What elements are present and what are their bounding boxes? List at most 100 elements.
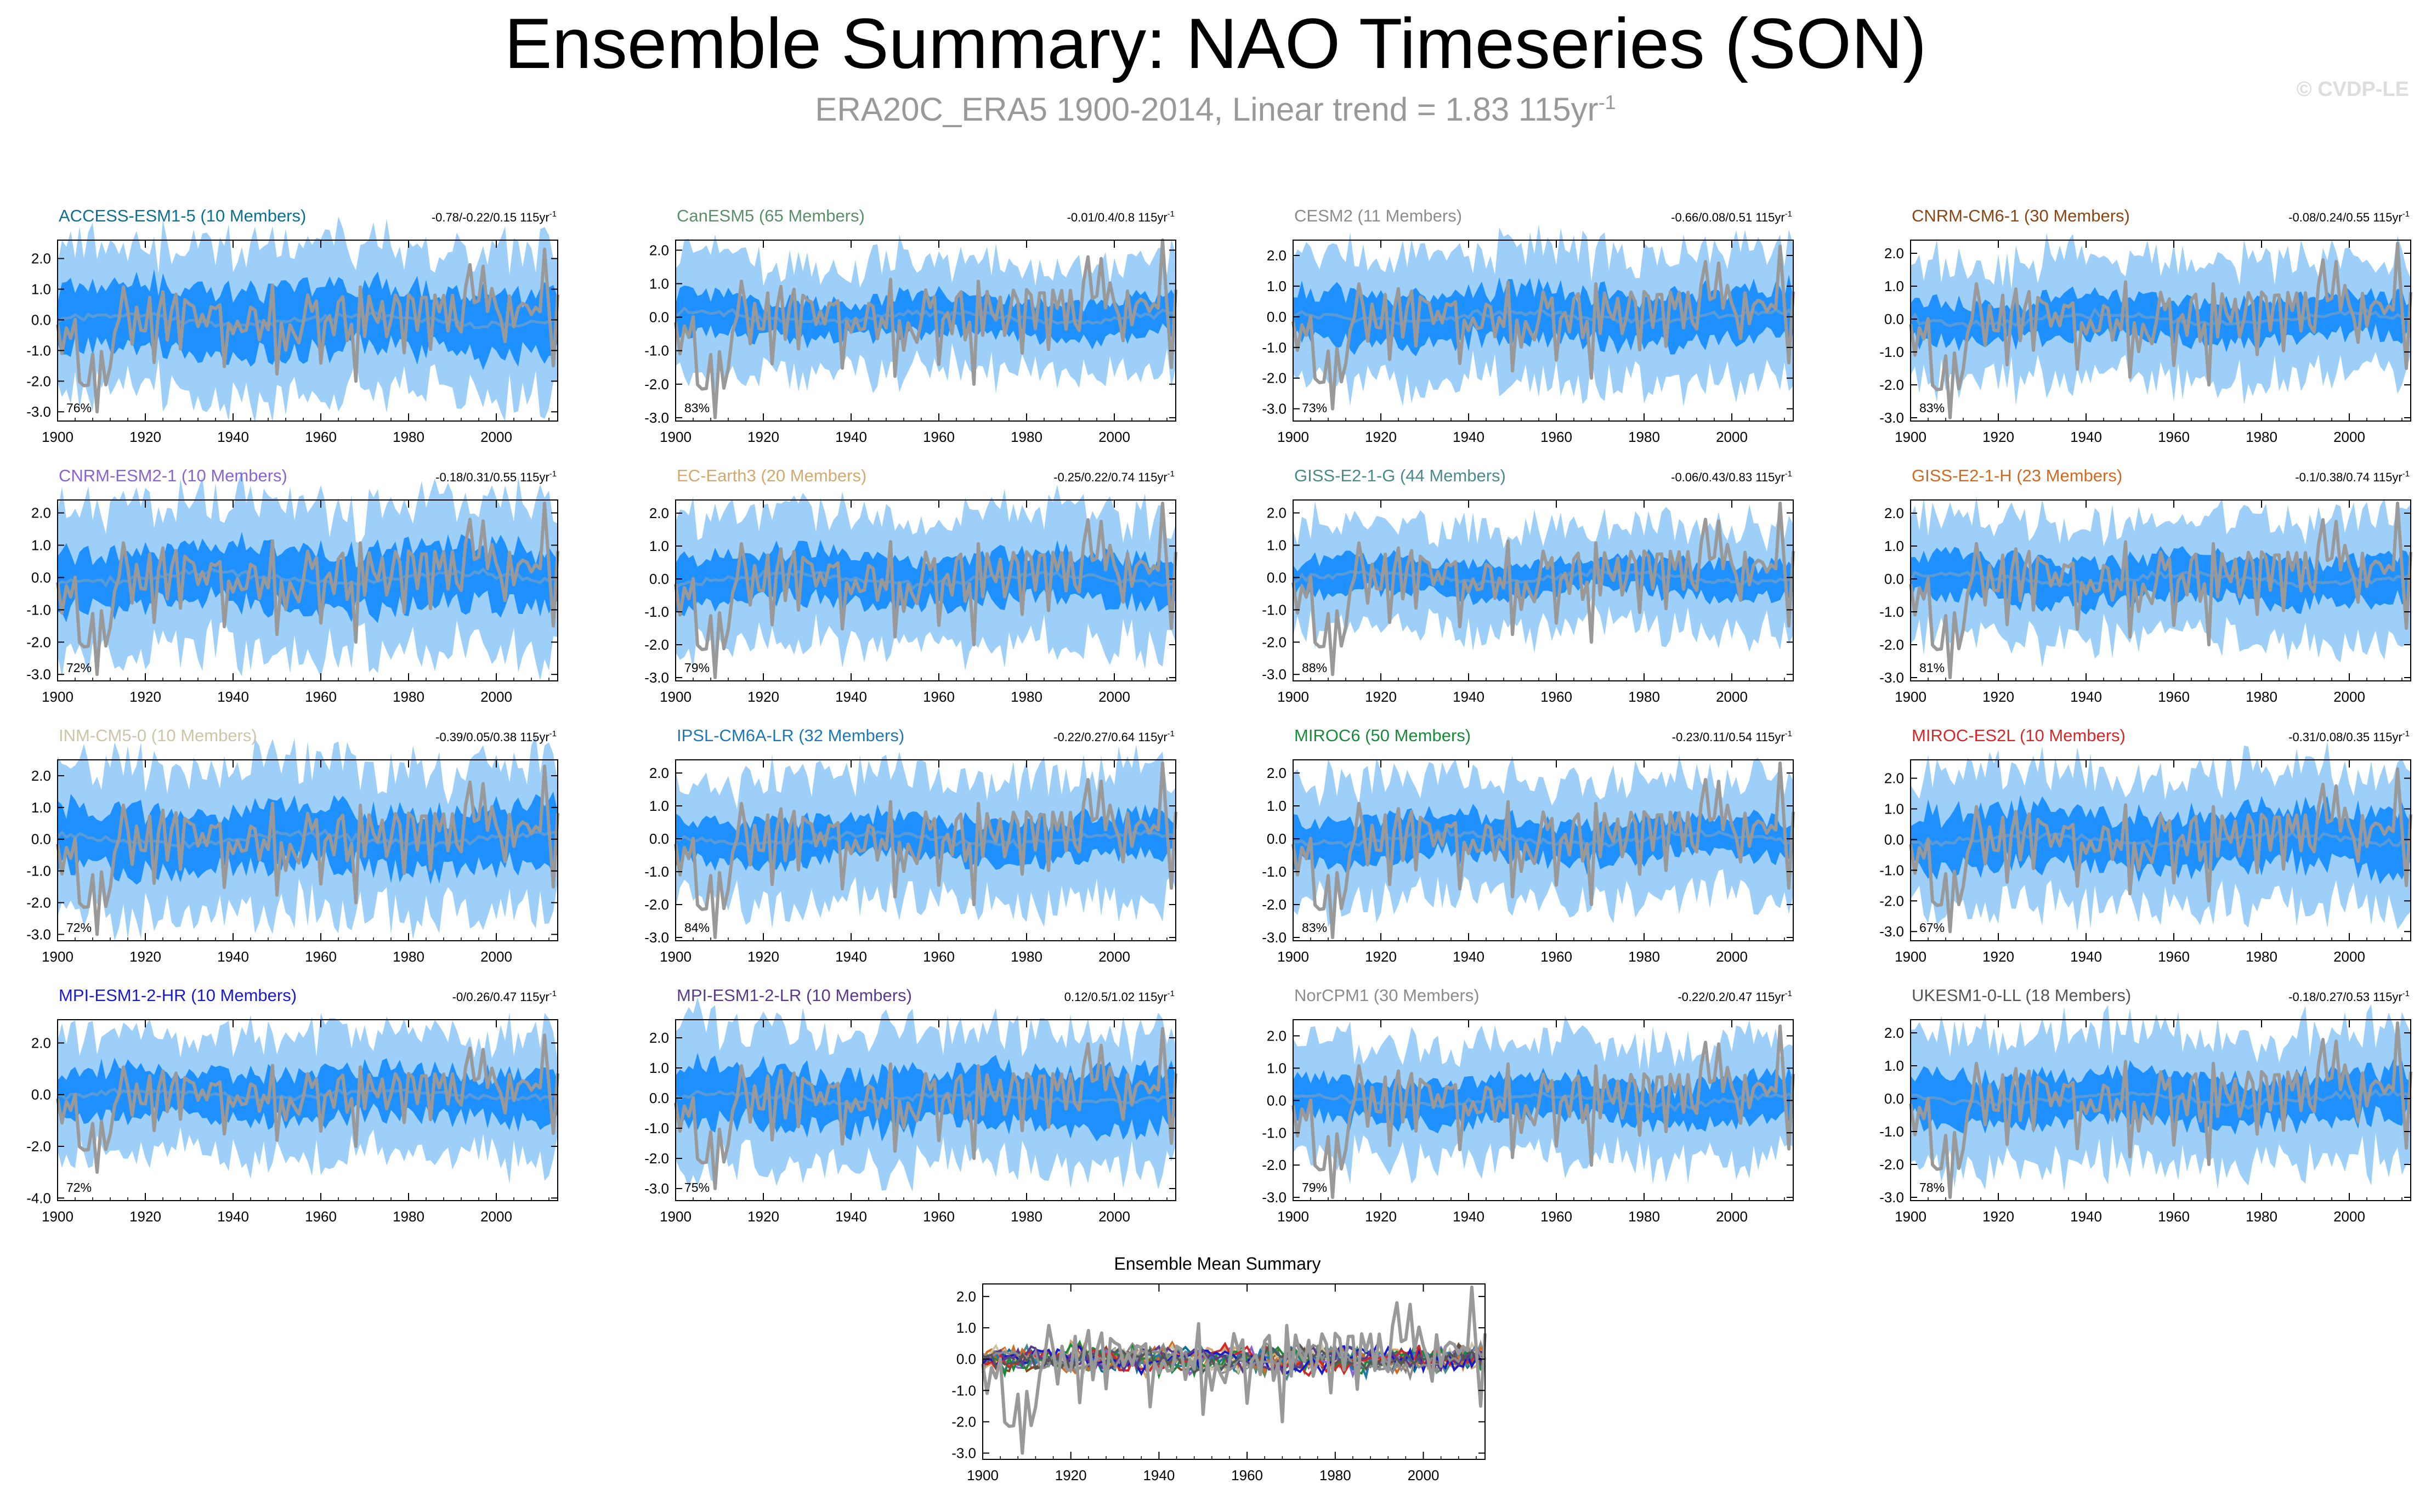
ensemble-mean-line	[675, 306, 1177, 326]
y-tick-label: -1.0	[1879, 862, 1904, 878]
y-tick-label: -3.0	[644, 669, 669, 686]
x-tick-label: 1940	[217, 429, 249, 445]
x-tick-label: 1960	[1231, 1467, 1263, 1483]
percent-label: 67%	[1919, 920, 1945, 935]
trend-stats-text: 0.12/0.5/1.02 115yr	[1064, 990, 1168, 1004]
x-tick-label: 1940	[2070, 948, 2102, 965]
y-tick-label: 0.0	[1884, 311, 1904, 327]
x-tick-label: 2000	[1098, 689, 1130, 705]
x-tick-label: 1960	[1540, 689, 1572, 705]
panel-8: 2.0 1.0 0.0 -1.0 -2.0 -3.0 1900 1920 1940 1960 198…	[26, 726, 559, 965]
y-tick-label: -2.0	[26, 373, 51, 389]
y-tick-label: 0.0	[31, 831, 51, 848]
x-tick-label: 1920	[747, 429, 779, 445]
y-tick-label: -1.0	[26, 342, 51, 359]
percent-label: 83%	[1302, 920, 1327, 935]
panel-15: 2.0 1.0 0.0 -1.0 -2.0 -3.0 1900 1920 1940 1960 198…	[1879, 986, 2412, 1225]
plot-frame	[675, 1019, 1176, 1201]
y-tick-label: 0.0	[1267, 831, 1287, 847]
panel-trend-stats: -0.18/0.31/0.55 115yr-1	[435, 469, 557, 484]
trend-stats-exponent: -1	[1785, 989, 1792, 998]
y-tick-label: -2.0	[1262, 634, 1287, 650]
x-tick-label: 1960	[923, 948, 955, 965]
trend-stats-text: -0.01/0.4/0.8 115yr	[1067, 211, 1168, 224]
y-tick-label: -2.0	[1879, 377, 1904, 393]
y-tick-label: -2.0	[1262, 1157, 1287, 1173]
y-tick-label: -2.0	[1262, 896, 1287, 913]
x-tick-label: 1960	[2158, 429, 2190, 445]
x-tick-label: 1980	[1628, 689, 1660, 705]
x-tick-label: 2000	[1098, 1208, 1130, 1225]
panel-11: 2.0 1.0 0.0 -1.0 -2.0 -3.0 1900 1920 1940 1960 198…	[1879, 726, 2412, 965]
y-tick-label: -1.0	[644, 343, 669, 359]
y-tick-label: 1.0	[31, 537, 51, 554]
x-tick-label: 2000	[480, 1208, 512, 1225]
panel-title: INM-CM5-0 (10 Members)	[59, 726, 257, 745]
y-tick-label: 1.0	[1267, 798, 1287, 814]
x-tick-label: 1980	[1011, 948, 1042, 965]
observed-nao-line	[674, 1027, 1177, 1190]
trend-stats-text: -0.1/0.38/0.74 115yr	[2295, 470, 2402, 484]
x-tick-label: 1960	[923, 429, 955, 445]
trend-stats-exponent: -1	[2402, 469, 2410, 479]
x-tick-label: 1960	[2158, 1208, 2190, 1225]
x-tick-label: 2000	[1408, 1467, 1440, 1483]
subtitle-exponent: -1	[1598, 91, 1616, 113]
y-tick-label: -1.0	[1879, 604, 1904, 620]
y-tick-label: 1.0	[1884, 1058, 1904, 1074]
trend-stats-text: -0.08/0.24/0.55 115yr	[2288, 211, 2402, 224]
trend-stats-exponent: -1	[549, 469, 557, 479]
x-tick-label: 1960	[305, 1208, 337, 1225]
y-tick-label: 0.0	[1884, 1090, 1904, 1107]
x-tick-label: 1940	[2070, 429, 2102, 445]
x-tick-label: 1980	[1011, 429, 1042, 445]
y-tick-label: -2.0	[951, 1413, 976, 1430]
x-tick-label: 1940	[835, 948, 867, 965]
x-tick-label: 1940	[1143, 1467, 1175, 1483]
x-tick-label: 1940	[1453, 948, 1484, 965]
y-tick-label: 0.0	[649, 571, 669, 587]
x-tick-label: 1920	[1982, 429, 2014, 445]
y-tick-label: 2.0	[649, 242, 669, 258]
y-tick-label: 0.0	[1267, 309, 1287, 325]
y-tick-label: 1.0	[31, 281, 51, 297]
subtitle-text: ERA20C_ERA5 1900-2014, Linear trend = 1.…	[815, 91, 1599, 128]
y-tick-label: -1.0	[951, 1382, 976, 1399]
panel-1: 2.0 1.0 0.0 -1.0 -2.0 -3.0 1900 1920 1940 1960 198…	[644, 206, 1177, 445]
plot-frame	[57, 499, 558, 681]
y-tick-label: 1.0	[31, 799, 51, 816]
x-tick-label: 1980	[1628, 1208, 1660, 1225]
trend-stats-exponent: -1	[1785, 729, 1792, 738]
x-tick-label: 1900	[1277, 948, 1309, 965]
plot-frame	[57, 1019, 558, 1201]
observed-nao-line	[1909, 242, 2412, 419]
panel-2: 2.0 1.0 0.0 -1.0 -2.0 -3.0 1900 1920 1940 1960 198…	[1262, 206, 1795, 445]
observed-nao-line	[56, 1033, 559, 1174]
x-tick-label: 1920	[129, 689, 161, 705]
x-tick-label: 2000	[480, 429, 512, 445]
y-tick-label: -4.0	[26, 1190, 51, 1206]
y-tick-label: -3.0	[26, 403, 51, 420]
observed-nao-line	[1909, 1021, 2412, 1199]
x-tick-label: 1920	[1365, 948, 1397, 965]
panel-title: CanESM5 (65 Members)	[677, 206, 865, 225]
y-tick-label: -3.0	[1879, 410, 1904, 426]
x-tick-label: 1920	[747, 689, 779, 705]
panel-trend-stats: -0.1/0.38/0.74 115yr-1	[2295, 469, 2410, 484]
observed-nao-line	[1291, 761, 1795, 939]
y-tick-label: -3.0	[26, 666, 51, 683]
x-tick-label: 1900	[660, 1208, 692, 1225]
x-tick-label: 2000	[1716, 429, 1748, 445]
x-tick-label: 1960	[1540, 429, 1572, 445]
y-tick-label: -3.0	[1262, 929, 1287, 946]
percent-label: 78%	[1919, 1180, 1945, 1195]
panel-0: 2.0 1.0 0.0 -1.0 -2.0 -3.0 1900 1920 1940 1960 198…	[26, 206, 559, 445]
panel-7: 2.0 1.0 0.0 -1.0 -2.0 -3.0 1900 1920 1940 1960 198…	[1879, 466, 2412, 705]
y-tick-label: -2.0	[26, 634, 51, 650]
y-tick-label: 1.0	[649, 1060, 669, 1076]
x-tick-label: 2000	[2333, 429, 2365, 445]
x-tick-label: 1900	[1277, 689, 1309, 705]
percent-label: 76%	[66, 401, 92, 415]
trend-stats-text: -0.18/0.31/0.55 115yr	[435, 470, 549, 484]
y-tick-label: -3.0	[26, 926, 51, 942]
